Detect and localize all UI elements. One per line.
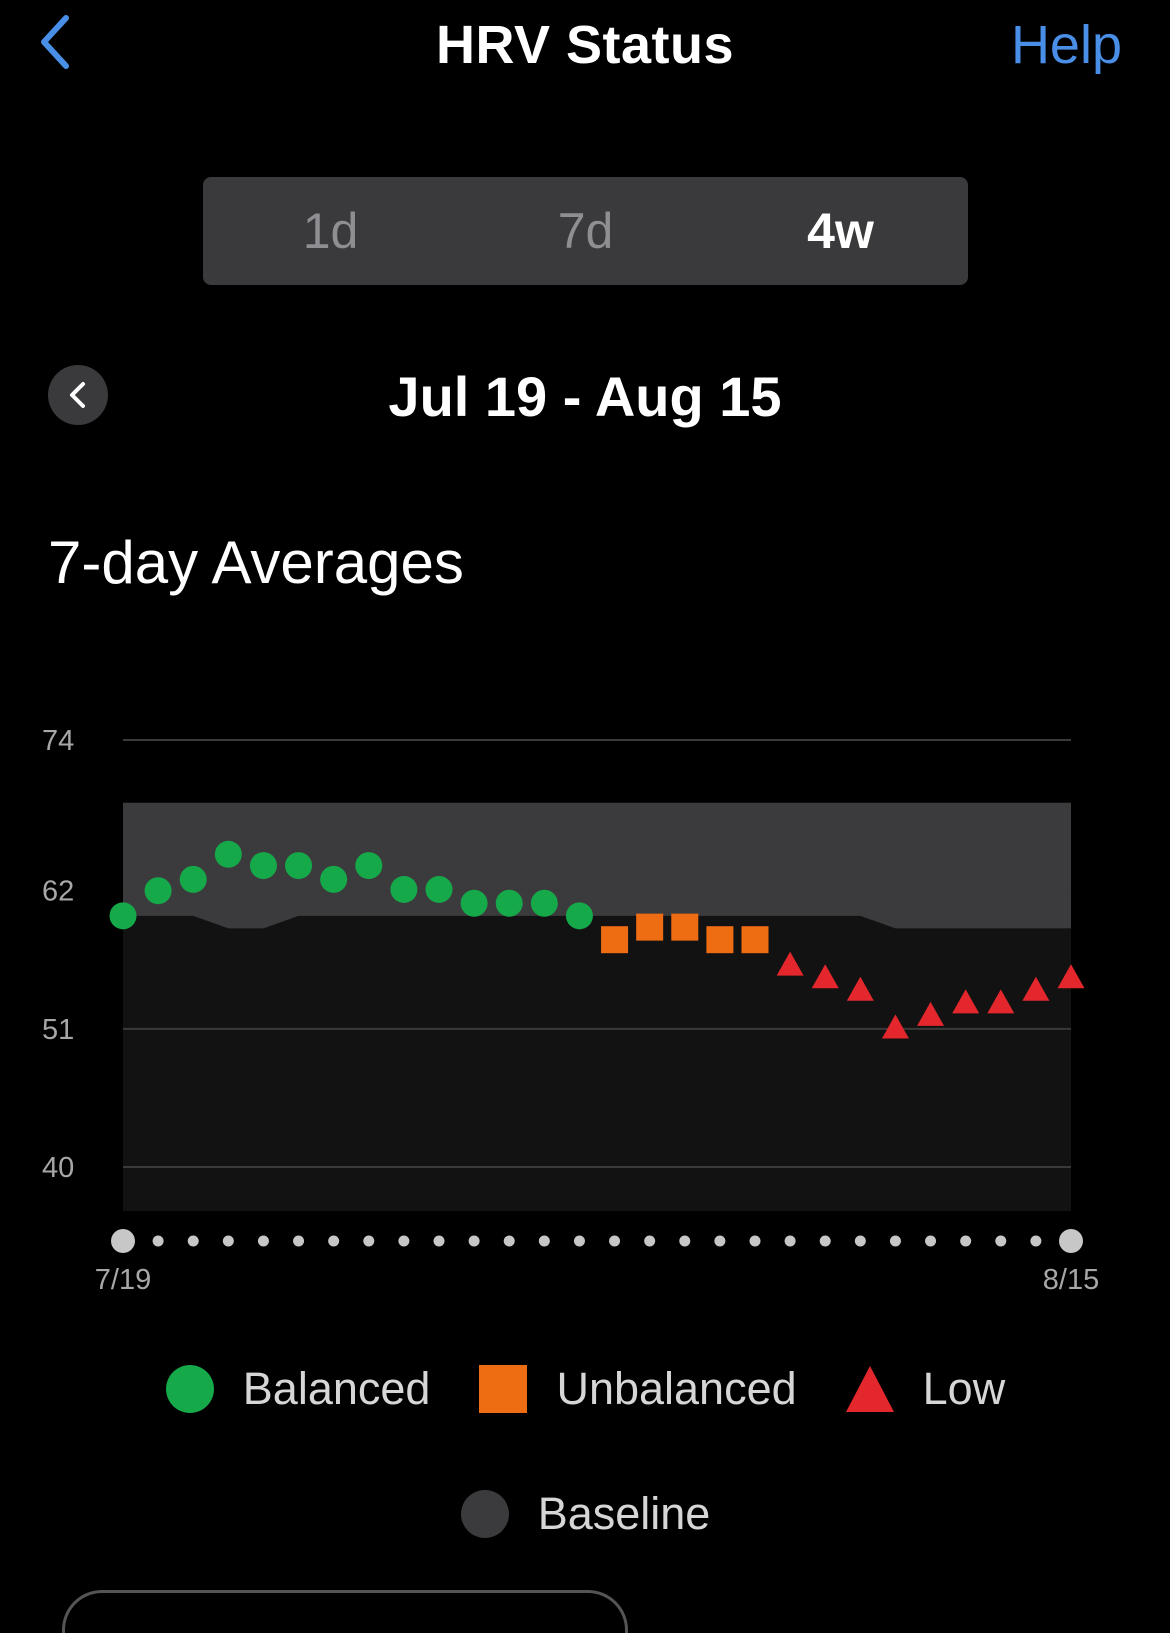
x-axis-day-dot [1030, 1235, 1042, 1247]
data-point-balanced [179, 865, 207, 893]
data-point-low [811, 964, 839, 989]
y-tick-label: 62 [42, 876, 74, 908]
date-range-label: Jul 19 - Aug 15 [388, 365, 782, 428]
chevron-left-icon [41, 15, 69, 69]
x-tick-label: 7/19 [95, 1264, 151, 1296]
tab-4w[interactable]: 4w [807, 203, 874, 259]
legend: Balanced Unbalanced Low [0, 1363, 1170, 1415]
data-point-balanced [109, 902, 137, 930]
data-point-balanced [425, 875, 453, 903]
back-button[interactable] [34, 12, 80, 72]
page-title: HRV Status [435, 15, 735, 75]
data-point-low [952, 989, 980, 1014]
tab-7d[interactable]: 7d [557, 203, 614, 259]
x-axis-day-dot [363, 1235, 375, 1247]
data-point-balanced [214, 840, 242, 868]
data-point-low [776, 951, 804, 976]
chevron-left-icon [70, 382, 85, 408]
x-axis-day-dot [433, 1235, 445, 1247]
baseline-band [123, 802, 1071, 929]
period-segmented-control: 1d 7d 4w [203, 177, 968, 285]
unbalanced-square-icon [479, 1365, 528, 1413]
help-button[interactable]: Help [1010, 15, 1122, 75]
x-axis-day-dot [854, 1235, 866, 1247]
x-axis-day-dot [644, 1235, 656, 1247]
legend-item-baseline: Baseline [460, 1488, 711, 1540]
x-axis-day-dot [819, 1235, 831, 1247]
x-axis-day-dot [609, 1235, 621, 1247]
legend-label-unbalanced: Unbalanced [556, 1363, 797, 1414]
x-axis-day-dot [293, 1235, 305, 1247]
balanced-circle-icon [165, 1365, 214, 1413]
x-axis-day-dot [784, 1235, 796, 1247]
legend-label-baseline: Baseline [537, 1488, 711, 1539]
x-axis-day-dot [714, 1235, 726, 1247]
data-point-balanced [144, 877, 172, 905]
legend-item-balanced: Balanced [165, 1363, 431, 1415]
section-title: 7-day Averages [48, 529, 464, 596]
x-tick-label: 8/15 [1043, 1264, 1099, 1296]
legend-item-unbalanced: Unbalanced [478, 1363, 797, 1415]
legend-baseline-row: Baseline [0, 1488, 1170, 1540]
data-point-unbalanced [601, 926, 629, 954]
x-axis-day-dot [995, 1235, 1007, 1247]
data-point-unbalanced [741, 926, 769, 954]
x-axis-day-dot [257, 1235, 269, 1247]
x-axis-day-dot [749, 1235, 761, 1247]
data-point-balanced [285, 852, 313, 880]
data-point-balanced [390, 875, 418, 903]
data-point-low [1057, 964, 1085, 989]
low-triangle-icon [845, 1366, 894, 1412]
x-axis-day-dot [960, 1235, 972, 1247]
x-axis-day-dot [925, 1235, 937, 1247]
x-axis-day-dot [468, 1235, 480, 1247]
hrv-chart: 74 62 51 40 7/19 8/15 [42, 725, 1099, 1296]
info-card [62, 1590, 628, 1633]
x-axis-day-dot [538, 1235, 550, 1247]
legend-item-low: Low [845, 1363, 1006, 1415]
y-tick-label: 51 [42, 1014, 74, 1046]
data-point-balanced [530, 889, 558, 917]
data-point-balanced [320, 865, 348, 893]
data-point-balanced [495, 889, 523, 917]
data-point-unbalanced [671, 913, 699, 941]
data-point-balanced [565, 902, 593, 930]
x-axis-day-dot [187, 1235, 199, 1247]
x-axis-day-dot [573, 1235, 585, 1247]
x-axis-day-dot [889, 1235, 901, 1247]
baseline-circle-icon [460, 1490, 509, 1538]
x-axis-day-dot [1059, 1229, 1083, 1253]
y-tick-label: 40 [42, 1152, 74, 1184]
data-point-balanced [249, 852, 277, 880]
x-axis-day-dot [679, 1235, 691, 1247]
data-point-balanced [460, 889, 488, 917]
data-point-low [917, 1001, 945, 1026]
x-axis-day-dot [503, 1235, 515, 1247]
data-point-low [881, 1014, 909, 1039]
data-point-balanced [355, 852, 383, 880]
legend-label-low: Low [922, 1363, 1006, 1414]
x-axis-day-dot [222, 1235, 234, 1247]
y-tick-label: 74 [42, 725, 74, 757]
data-point-low [987, 989, 1015, 1014]
legend-label-balanced: Balanced [242, 1363, 431, 1414]
previous-range-button[interactable] [48, 365, 108, 425]
data-point-low [1022, 976, 1050, 1001]
x-axis-day-dot [328, 1235, 340, 1247]
x-axis-day-dot [152, 1235, 164, 1247]
tab-1d[interactable]: 1d [302, 203, 359, 259]
x-axis-day-dot [111, 1229, 135, 1253]
data-point-unbalanced [706, 926, 734, 954]
x-axis-day-dot [398, 1235, 410, 1247]
data-point-low [846, 976, 874, 1001]
data-point-unbalanced [636, 913, 664, 941]
